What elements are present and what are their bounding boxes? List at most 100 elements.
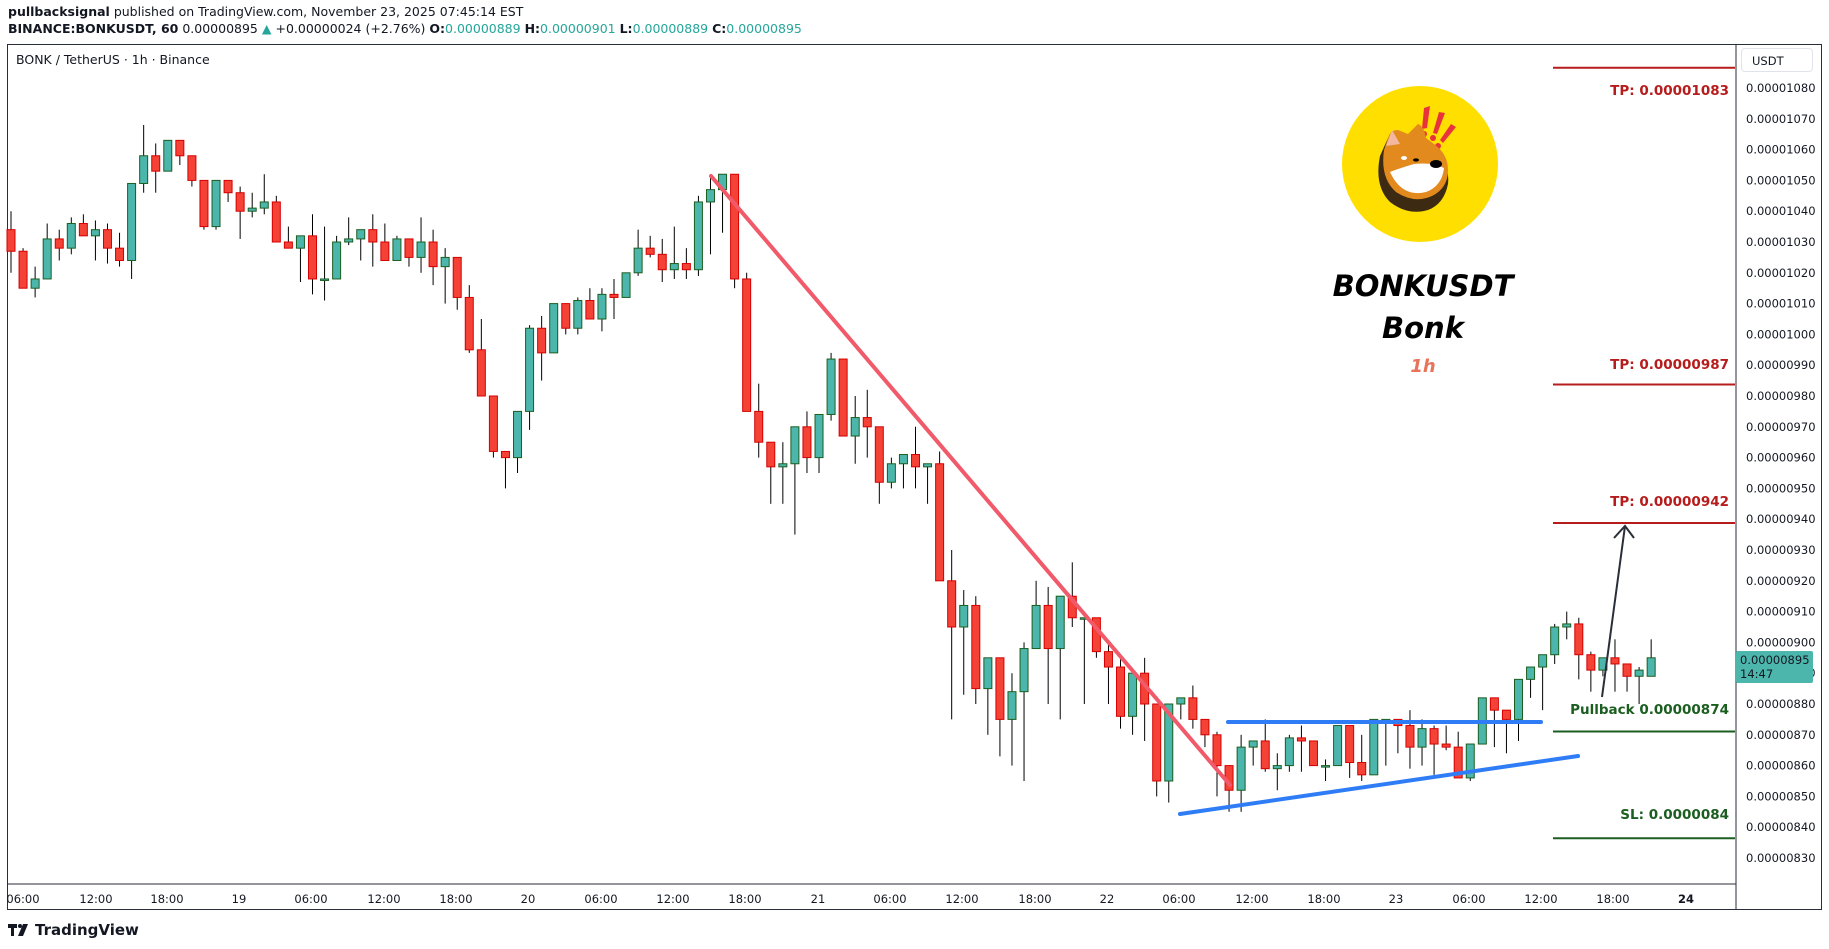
candle-body[interactable] — [645, 247, 655, 255]
candle-body[interactable] — [1405, 725, 1415, 748]
candle-body[interactable] — [742, 278, 752, 412]
candle-body[interactable] — [1321, 765, 1331, 768]
candle-body[interactable] — [500, 450, 510, 459]
candle-body[interactable] — [283, 241, 293, 249]
candle-body[interactable] — [730, 173, 740, 280]
candle-body[interactable] — [66, 223, 76, 249]
candle-body[interactable] — [139, 155, 149, 184]
candle-body[interactable] — [320, 278, 330, 281]
candle-body[interactable] — [452, 256, 462, 298]
candle-body[interactable] — [1296, 737, 1306, 742]
candle-body[interactable] — [6, 229, 16, 252]
candle-body[interactable] — [1128, 672, 1138, 717]
candle-body[interactable] — [211, 179, 221, 228]
candle-body[interactable] — [561, 303, 571, 329]
candle-body[interactable] — [1429, 728, 1439, 745]
candle-body[interactable] — [1200, 718, 1210, 736]
candle-body[interactable] — [42, 238, 52, 280]
candle-body[interactable] — [1526, 666, 1536, 680]
candle-body[interactable] — [404, 238, 414, 258]
ascending-support-line[interactable] — [1178, 754, 1580, 816]
candle-body[interactable] — [344, 238, 354, 243]
candle-body[interactable] — [102, 229, 112, 249]
candle-body[interactable] — [199, 179, 209, 228]
candle-body[interactable] — [247, 207, 257, 212]
author-name[interactable]: pullbacksignal — [8, 4, 110, 19]
candle-body[interactable] — [633, 247, 643, 274]
candle-body[interactable] — [621, 272, 631, 298]
candle-body[interactable] — [163, 139, 173, 172]
candle-body[interactable] — [1212, 734, 1222, 767]
candle-body[interactable] — [669, 263, 679, 271]
candle-body[interactable] — [1369, 718, 1379, 776]
candle-body[interactable] — [754, 410, 764, 443]
candle-body[interactable] — [368, 229, 378, 243]
candle-body[interactable] — [78, 223, 88, 237]
candle-body[interactable] — [947, 580, 957, 628]
candle-body[interactable] — [1345, 725, 1355, 764]
candle-body[interactable] — [1176, 697, 1186, 705]
candle-body[interactable] — [766, 441, 776, 468]
candle-body[interactable] — [1031, 604, 1041, 650]
currency-button[interactable]: USDT — [1741, 48, 1813, 72]
candle-body[interactable] — [814, 413, 824, 459]
candle-body[interactable] — [525, 327, 535, 412]
candle-body[interactable] — [874, 426, 884, 483]
candle-body[interactable] — [54, 238, 64, 249]
candle-body[interactable] — [30, 278, 40, 289]
candle-body[interactable] — [1417, 728, 1427, 748]
candle-body[interactable] — [838, 358, 848, 437]
candle-body[interactable] — [1538, 654, 1548, 668]
candle-body[interactable] — [935, 463, 945, 582]
candle-body[interactable] — [1550, 626, 1560, 656]
candle-body[interactable] — [1489, 697, 1499, 711]
candle-body[interactable] — [1152, 703, 1162, 782]
candle-body[interactable] — [1453, 746, 1463, 779]
candle-body[interactable] — [187, 155, 197, 181]
candle-body[interactable] — [1116, 666, 1126, 717]
candle-body[interactable] — [886, 463, 896, 483]
candle-body[interactable] — [1610, 657, 1620, 665]
candle-body[interactable] — [1501, 709, 1511, 720]
candle-body[interactable] — [1646, 657, 1656, 677]
candle-body[interactable] — [1514, 678, 1523, 720]
candle-body[interactable] — [862, 417, 872, 428]
candle-body[interactable] — [513, 410, 523, 459]
candle-body[interactable] — [416, 241, 426, 258]
candle-body[interactable] — [223, 179, 233, 194]
candle-body[interactable] — [259, 201, 269, 209]
candle-body[interactable] — [1441, 743, 1451, 748]
candle-body[interactable] — [1103, 651, 1113, 668]
candle-body[interactable] — [1622, 663, 1632, 677]
candle-body[interactable] — [549, 303, 559, 354]
candle-body[interactable] — [923, 463, 933, 468]
candle-body[interactable] — [1574, 623, 1584, 656]
candle-body[interactable] — [90, 229, 100, 237]
candle-body[interactable] — [127, 182, 137, 261]
candle-body[interactable] — [1272, 765, 1282, 770]
candle-body[interactable] — [1260, 740, 1270, 770]
tradingview-brand[interactable]: TradingView — [8, 921, 139, 939]
candle-body[interactable] — [488, 395, 498, 452]
candle-body[interactable] — [392, 238, 402, 261]
candle-body[interactable] — [1562, 623, 1572, 628]
candle-body[interactable] — [1308, 740, 1318, 767]
candle-body[interactable] — [959, 604, 969, 628]
candle-body[interactable] — [1586, 654, 1596, 671]
candle-body[interactable] — [585, 300, 595, 320]
candle-body[interactable] — [476, 349, 486, 397]
candle-body[interactable] — [657, 253, 667, 271]
candle-body[interactable] — [440, 256, 450, 268]
candle-body[interactable] — [705, 189, 715, 203]
candle-body[interactable] — [911, 454, 920, 468]
candle-body[interactable] — [1055, 595, 1065, 650]
candle-body[interactable] — [826, 358, 836, 415]
candle-body[interactable] — [175, 139, 185, 157]
candle-body[interactable] — [1248, 740, 1258, 748]
candle-body[interactable] — [1284, 737, 1294, 767]
candle-body[interactable] — [1007, 691, 1017, 720]
candle-body[interactable] — [1164, 703, 1174, 782]
candle-body[interactable] — [1634, 669, 1644, 677]
candle-body[interactable] — [380, 241, 390, 261]
